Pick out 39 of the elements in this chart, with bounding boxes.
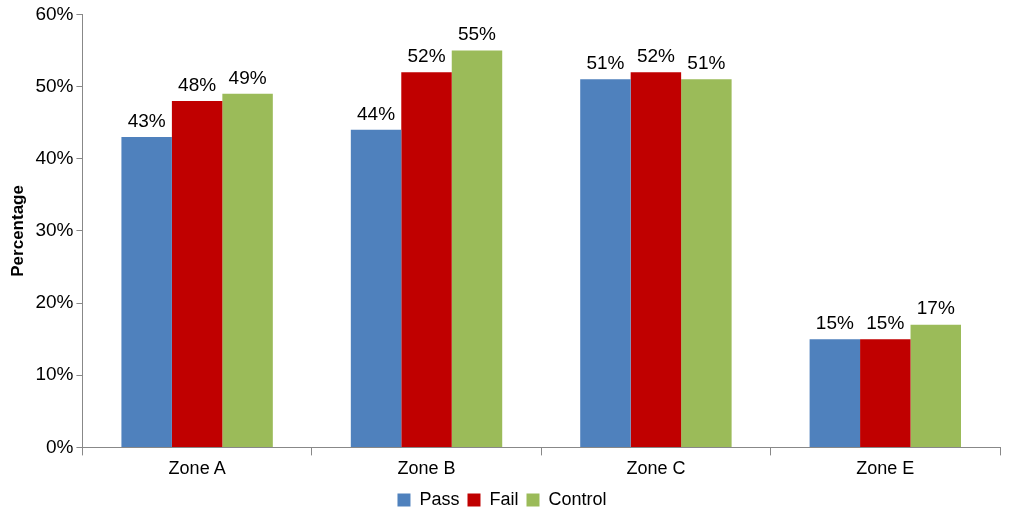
data-label: 48% [178,73,217,95]
y-tick-label: 50% [35,74,74,96]
x-tick-label: Zone C [626,458,686,479]
x-tick-label: Zone E [856,458,915,479]
bar [860,339,911,447]
bar [809,339,861,447]
bar [910,324,961,447]
legend-label: Control [548,488,607,509]
data-label: 43% [127,109,166,131]
bar [681,79,732,447]
data-label: 51% [586,52,625,74]
bar [580,79,631,447]
bar [401,72,452,447]
data-label: 55% [457,23,497,45]
data-label: 51% [687,52,726,74]
legend-label: Fail [489,488,519,509]
bar [121,137,172,447]
y-tick-label: 60% [35,2,74,24]
y-tick-label: 40% [35,146,74,168]
legend-label: Pass [419,488,460,509]
data-label: 44% [357,102,396,124]
data-label: 52% [636,44,676,66]
data-label: 49% [228,66,267,88]
x-tick-label: Zone A [168,458,226,479]
data-label: 15% [866,311,905,333]
bar [171,101,223,447]
data-label: 52% [407,44,446,66]
bar [222,93,273,447]
data-label: 15% [815,311,854,333]
y-tick-label: 10% [35,363,74,385]
x-tick-label: Zone B [397,458,456,479]
y-axis-title: Percentage [7,185,27,277]
bar [350,129,402,447]
data-label: 17% [916,297,955,319]
y-tick-label: 30% [35,219,74,241]
bar [630,72,682,447]
y-tick-label: 20% [35,291,74,313]
y-tick-label: 0% [45,435,74,457]
bar [451,50,503,447]
